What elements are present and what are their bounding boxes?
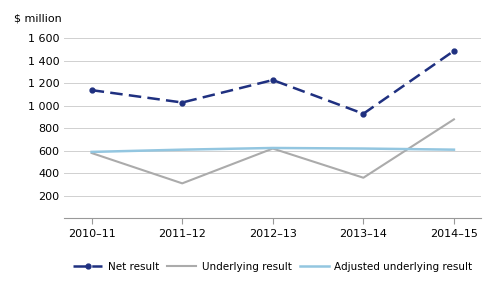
Legend: Net result, Underlying result, Adjusted underlying result: Net result, Underlying result, Adjusted … — [69, 258, 477, 276]
Line: Net result: Net result — [89, 48, 456, 116]
Net result — [179, 101, 185, 104]
Adjusted underlying result — [179, 148, 185, 152]
Adjusted underlying result — [361, 147, 367, 150]
Line: Adjusted underlying result: Adjusted underlying result — [92, 148, 454, 152]
Net result — [451, 49, 457, 53]
Underlying result — [451, 118, 457, 121]
Text: $ million: $ million — [14, 13, 62, 23]
Underlying result — [361, 176, 367, 180]
Net result — [270, 78, 276, 82]
Line: Underlying result: Underlying result — [92, 119, 454, 183]
Underlying result — [179, 181, 185, 185]
Adjusted underlying result — [89, 150, 95, 154]
Underlying result — [270, 147, 276, 150]
Adjusted underlying result — [270, 146, 276, 150]
Net result — [361, 112, 367, 115]
Net result — [89, 88, 95, 92]
Underlying result — [89, 151, 95, 155]
Adjusted underlying result — [451, 148, 457, 152]
